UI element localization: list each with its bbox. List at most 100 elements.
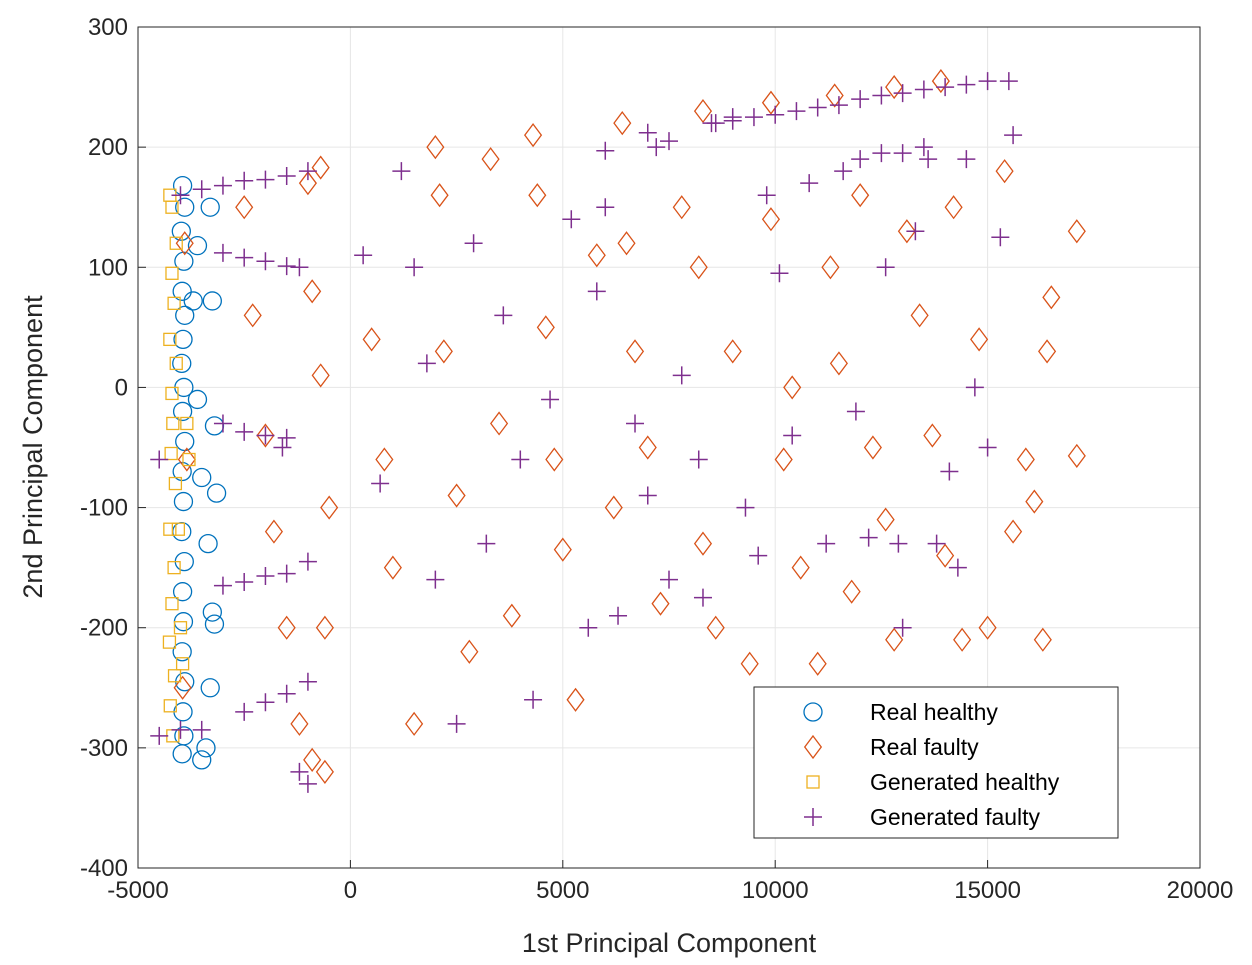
data-point-generated-faulty bbox=[834, 162, 853, 181]
data-point-generated-faulty bbox=[256, 693, 275, 712]
data-point-real-faulty bbox=[821, 255, 840, 280]
data-point-generated-faulty bbox=[757, 186, 776, 205]
data-point-generated-faulty bbox=[596, 141, 615, 160]
data-point-generated-faulty bbox=[298, 774, 317, 793]
data-point-real-faulty bbox=[910, 303, 929, 328]
data-point-generated-healthy bbox=[180, 416, 194, 431]
plot-frame bbox=[137, 26, 1201, 869]
data-point-generated-faulty bbox=[638, 123, 657, 142]
data-point-real-healthy bbox=[198, 533, 218, 554]
data-point-generated-faulty bbox=[893, 84, 912, 103]
data-point-real-faulty bbox=[524, 123, 543, 148]
data-point-generated-healthy bbox=[169, 356, 183, 371]
data-point-generated-healthy bbox=[167, 560, 181, 575]
data-point-generated-faulty bbox=[638, 486, 657, 505]
data-point-real-faulty bbox=[995, 159, 1014, 184]
data-point-real-faulty bbox=[383, 555, 402, 580]
data-point-real-faulty bbox=[944, 195, 963, 220]
data-point-generated-faulty bbox=[660, 570, 678, 589]
data-point-real-faulty bbox=[651, 591, 670, 616]
data-point-real-faulty bbox=[761, 207, 781, 232]
data-point-real-faulty bbox=[885, 74, 904, 100]
data-point-real-healthy bbox=[172, 461, 192, 482]
data-point-real-faulty bbox=[175, 231, 194, 256]
legend-label-real-healthy: Real healthy bbox=[870, 699, 998, 725]
x-tick-label: 0 bbox=[344, 877, 357, 904]
data-point-generated-faulty bbox=[999, 72, 1018, 91]
series-generated-healthy bbox=[162, 188, 196, 743]
data-point-generated-healthy bbox=[165, 597, 179, 611]
data-point-real-healthy bbox=[183, 291, 203, 311]
data-point-real-faulty bbox=[587, 243, 606, 268]
data-point-real-faulty bbox=[536, 315, 555, 340]
data-point-generated-healthy bbox=[173, 621, 188, 635]
data-point-generated-healthy bbox=[163, 699, 177, 713]
data-point-real-faulty bbox=[490, 411, 509, 436]
y-tick-label: 100 bbox=[88, 254, 128, 281]
data-point-real-faulty bbox=[851, 183, 870, 208]
data-point-generated-faulty bbox=[192, 180, 211, 199]
data-point-real-healthy bbox=[202, 291, 222, 311]
data-point-generated-faulty bbox=[736, 498, 755, 517]
data-point-real-healthy bbox=[173, 491, 194, 512]
data-point-generated-faulty bbox=[744, 108, 763, 127]
data-point-generated-faulty bbox=[906, 222, 925, 241]
data-point-real-healthy bbox=[192, 750, 212, 770]
x-tick-label: 5000 bbox=[536, 877, 589, 904]
data-point-real-faulty bbox=[740, 651, 759, 676]
data-point-generated-faulty bbox=[298, 162, 317, 181]
data-point-generated-faulty bbox=[213, 576, 232, 595]
data-point-generated-healthy bbox=[167, 669, 182, 683]
data-point-real-faulty bbox=[553, 537, 572, 562]
data-point-real-faulty bbox=[693, 99, 713, 124]
data-point-real-faulty bbox=[808, 651, 827, 676]
data-point-generated-faulty bbox=[426, 570, 445, 589]
data-point-real-faulty bbox=[638, 435, 657, 460]
data-point-real-faulty bbox=[693, 531, 713, 556]
data-point-generated-healthy bbox=[165, 200, 179, 214]
data-point-generated-faulty bbox=[893, 144, 912, 163]
legend: Real healthy Real faulty Generated healt… bbox=[753, 686, 1119, 839]
data-point-real-healthy bbox=[175, 305, 195, 325]
data-point-real-healthy bbox=[204, 614, 225, 634]
data-point-generated-healthy bbox=[175, 657, 190, 671]
data-point-real-faulty bbox=[863, 435, 882, 460]
data-point-real-faulty bbox=[689, 255, 708, 280]
data-point-generated-faulty bbox=[846, 402, 865, 421]
data-point-generated-faulty bbox=[647, 138, 666, 157]
data-point-generated-faulty bbox=[235, 248, 254, 267]
data-point-real-healthy bbox=[196, 738, 216, 758]
data-point-generated-faulty bbox=[171, 186, 190, 205]
legend-marker-real-healthy bbox=[803, 702, 823, 722]
legend-label-real-faulty: Real faulty bbox=[870, 734, 979, 760]
data-point-generated-faulty bbox=[277, 684, 296, 703]
data-point-generated-faulty bbox=[596, 198, 615, 217]
data-point-real-faulty bbox=[303, 747, 322, 772]
data-point-real-faulty bbox=[177, 447, 196, 472]
data-point-generated-faulty bbox=[723, 111, 742, 130]
data-point-generated-faulty bbox=[277, 564, 296, 583]
data-point-real-healthy bbox=[175, 197, 195, 217]
data-point-generated-faulty bbox=[965, 378, 984, 397]
data-point-real-healthy bbox=[206, 483, 227, 503]
data-point-generated-faulty bbox=[256, 170, 275, 189]
data-point-generated-faulty bbox=[859, 528, 878, 547]
data-point-generated-faulty bbox=[936, 78, 955, 97]
data-point-real-faulty bbox=[434, 339, 453, 364]
data-point-real-faulty bbox=[545, 447, 564, 472]
data-point-generated-faulty bbox=[626, 414, 645, 433]
legend-box bbox=[753, 686, 1119, 839]
data-point-real-faulty bbox=[672, 195, 691, 220]
data-point-real-healthy bbox=[171, 221, 191, 241]
data-point-real-faulty bbox=[825, 83, 844, 108]
data-point-generated-faulty bbox=[417, 354, 436, 373]
data-point-real-faulty bbox=[706, 615, 725, 640]
data-point-generated-faulty bbox=[872, 144, 891, 163]
data-point-generated-healthy bbox=[165, 266, 179, 280]
data-point-real-faulty bbox=[173, 675, 192, 700]
data-point-real-healthy bbox=[172, 582, 193, 602]
data-point-real-faulty bbox=[375, 447, 394, 472]
data-point-real-faulty bbox=[430, 183, 449, 208]
data-point-real-faulty bbox=[829, 351, 848, 376]
data-point-real-faulty bbox=[783, 375, 802, 400]
